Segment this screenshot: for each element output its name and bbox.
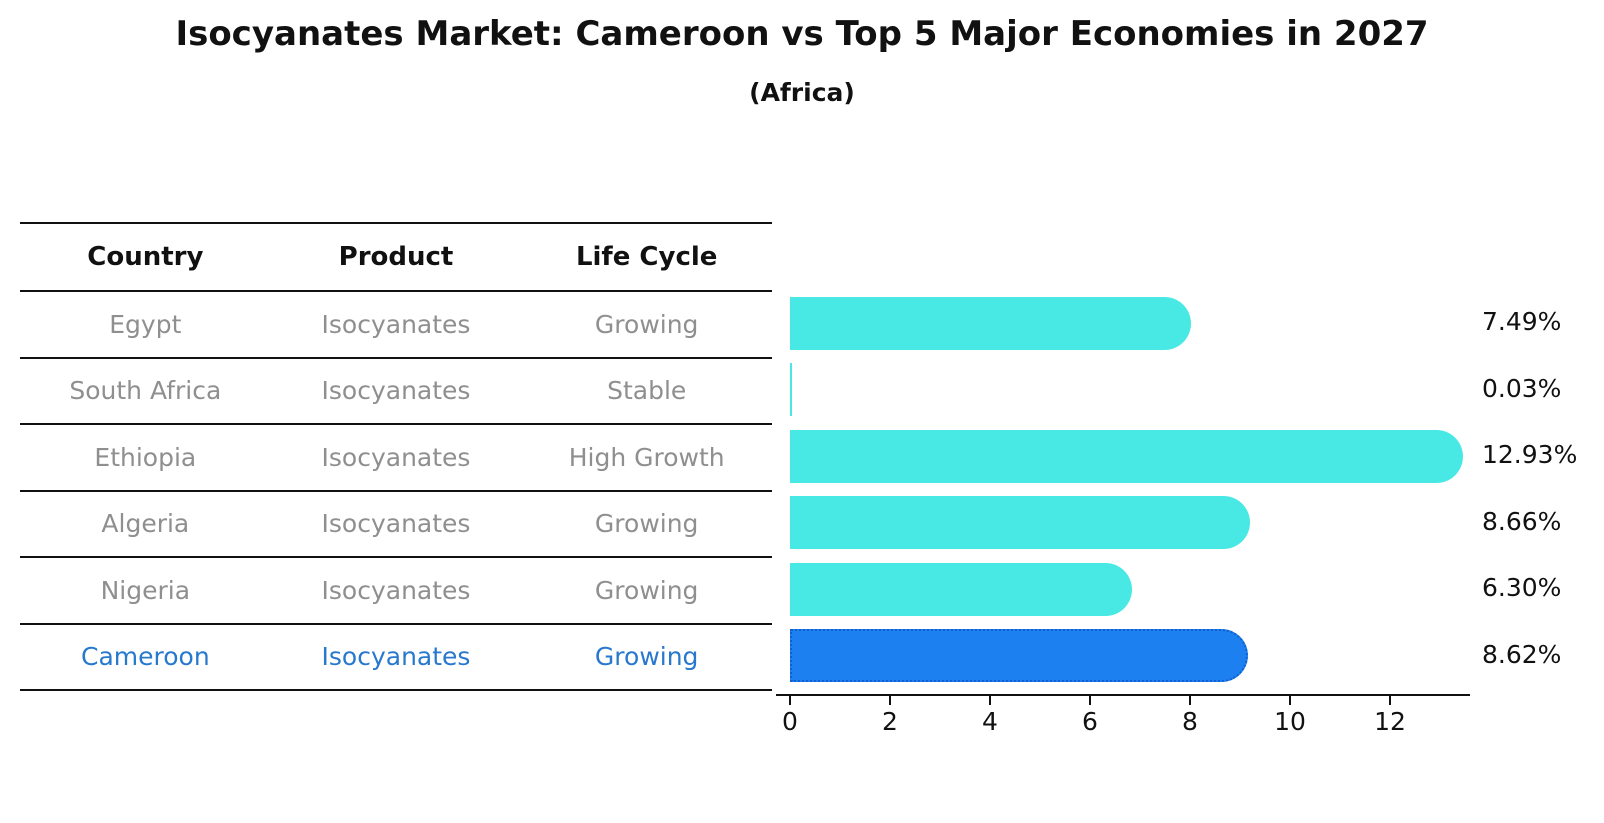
x-axis-tick-label: 12 xyxy=(1374,707,1406,736)
column-header-country: Country xyxy=(87,242,204,272)
bar-value-label: 12.93% xyxy=(1482,440,1578,470)
table-row: South Africa Isocyanates Stable xyxy=(20,359,772,425)
table-cell-product: Isocyanates xyxy=(321,642,471,672)
x-axis-tick xyxy=(989,696,991,705)
x-axis-line xyxy=(776,694,1470,696)
bar xyxy=(790,429,1463,483)
bar-value-label: 6.30% xyxy=(1482,573,1562,603)
x-axis-tick-label: 6 xyxy=(1082,707,1098,736)
bar-highlight xyxy=(790,629,1248,683)
table-cell-life-cycle: High Growth xyxy=(568,442,725,472)
table-row: Cameroon Isocyanates Growing xyxy=(20,625,772,691)
bar xyxy=(790,562,1132,616)
table-row: Algeria Isocyanates Growing xyxy=(20,492,772,558)
comparison-table: Country Product Life Cycle Egypt Isocyanate… xyxy=(20,222,772,691)
table-row: Ethiopia Isocyanates High Growth xyxy=(20,425,772,492)
x-axis-tick-label: 2 xyxy=(882,707,898,736)
x-axis-tick-label: 10 xyxy=(1274,707,1306,736)
column-header-product: Product xyxy=(338,242,454,272)
x-axis-tick xyxy=(1389,696,1391,705)
table-body: Egypt Isocyanates Growing South Africa Isocy… xyxy=(20,292,772,691)
page-subtitle: (Africa) xyxy=(749,78,855,107)
x-axis-tick xyxy=(889,696,891,705)
table-cell-product: Isocyanates xyxy=(321,575,471,605)
bar xyxy=(790,296,1191,350)
table-row: Nigeria Isocyanates Growing xyxy=(20,558,772,625)
x-axis-tick xyxy=(1189,696,1191,705)
table-cell-country: Egypt xyxy=(109,309,182,339)
table-cell-life-cycle: Growing xyxy=(594,642,699,672)
bar xyxy=(790,496,1250,550)
x-axis-tick xyxy=(789,696,791,705)
bar-value-label: 7.49% xyxy=(1482,307,1562,337)
table-cell-life-cycle: Growing xyxy=(594,509,699,539)
table-cell-product: Isocyanates xyxy=(321,309,471,339)
table-cell-product: Isocyanates xyxy=(321,509,471,539)
x-axis-tick-label: 0 xyxy=(782,707,798,736)
table-cell-life-cycle: Growing xyxy=(594,575,699,605)
x-axis-tick-label: 8 xyxy=(1182,707,1198,736)
table-cell-product: Isocyanates xyxy=(321,376,471,406)
bar xyxy=(790,363,792,417)
table-header-row: Country Product Life Cycle xyxy=(20,222,772,292)
table-cell-product: Isocyanates xyxy=(321,442,471,472)
column-header-life-cycle: Life Cycle xyxy=(575,242,718,272)
bar-value-label: 0.03% xyxy=(1482,373,1562,403)
table-cell-country: Ethiopia xyxy=(94,442,197,472)
x-axis-tick xyxy=(1089,696,1091,705)
table-cell-country: Cameroon xyxy=(80,642,210,672)
table-row: Egypt Isocyanates Growing xyxy=(20,292,772,359)
x-axis-tick xyxy=(1289,696,1291,705)
x-axis-tick-label: 4 xyxy=(982,707,998,736)
bar-value-label: 8.66% xyxy=(1482,506,1562,536)
table-cell-country: Nigeria xyxy=(100,575,191,605)
bar-value-label: 8.62% xyxy=(1482,639,1562,669)
table-cell-life-cycle: Growing xyxy=(594,309,699,339)
table-cell-life-cycle: Stable xyxy=(607,376,687,406)
page-title: Isocyanates Market: Cameroon vs Top 5 Ma… xyxy=(175,14,1429,54)
table-cell-country: Algeria xyxy=(101,509,190,539)
table-cell-country: South Africa xyxy=(69,376,222,406)
